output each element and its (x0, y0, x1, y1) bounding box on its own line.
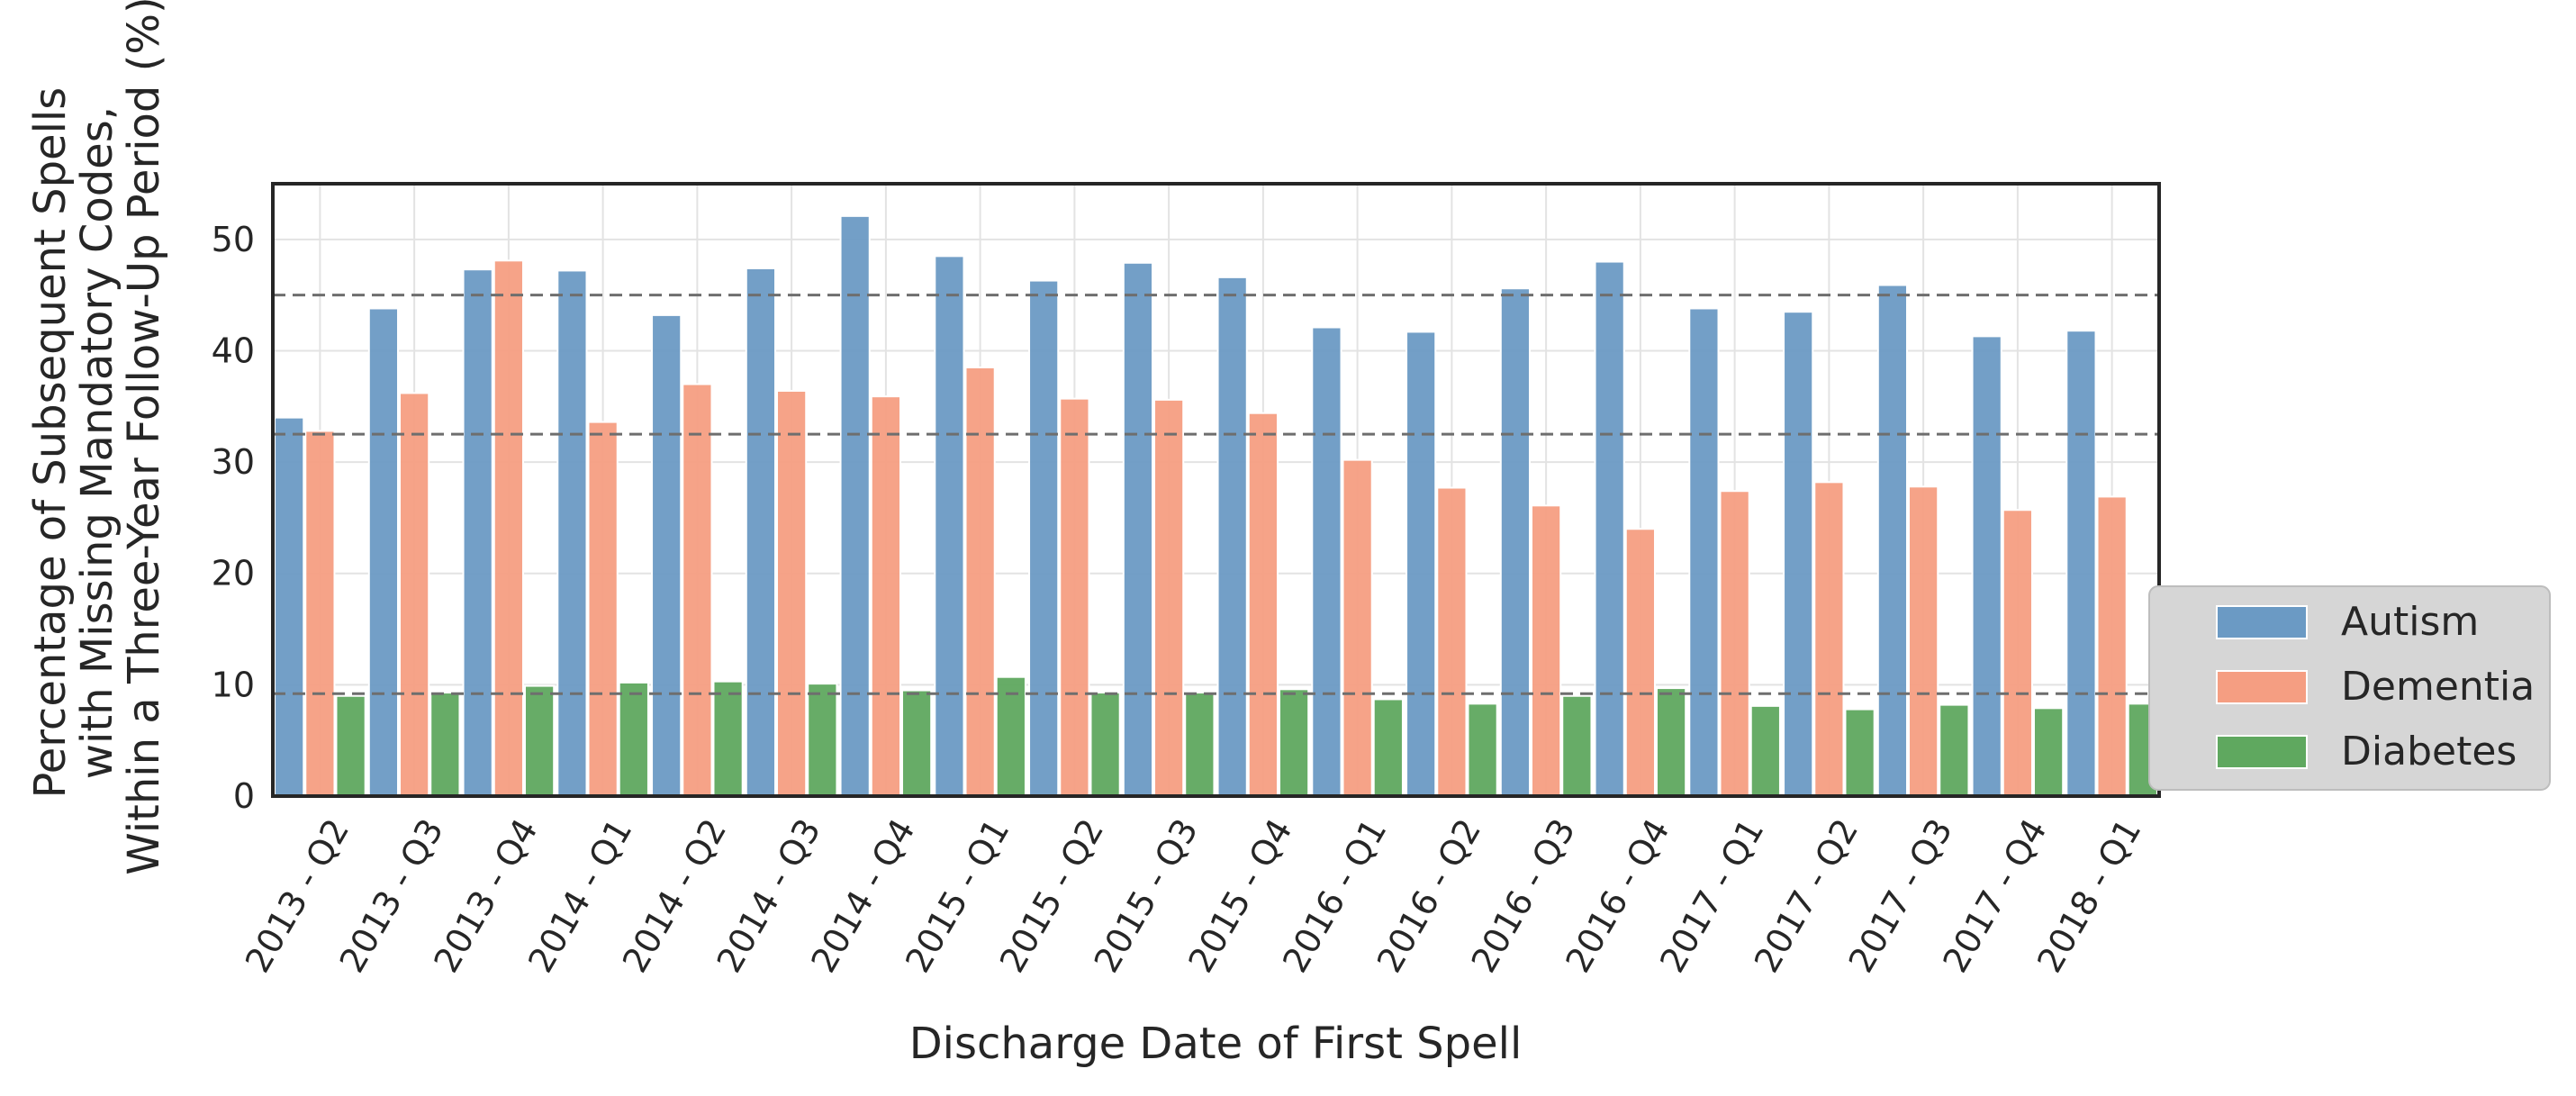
bar-autism-17 (1876, 284, 1909, 797)
bar-dementia-18 (2002, 509, 2033, 797)
bar-diabetes-0 (335, 694, 366, 798)
bar-autism-18 (1971, 335, 2002, 797)
plot-background (273, 184, 2159, 796)
bar-dementia-1 (399, 392, 430, 797)
bar-dementia-7 (964, 367, 996, 797)
bar-diabetes-2 (523, 684, 556, 797)
bar-dementia-10 (1247, 412, 1279, 797)
y-axis-title-line-2: with Missing Mandatory Codes, (72, 106, 122, 779)
bar-diabetes-18 (2032, 707, 2065, 797)
bar-autism-1 (367, 307, 400, 797)
bar-autism-3 (556, 269, 588, 798)
bar-diabetes-5 (807, 683, 838, 797)
bar-autism-6 (839, 214, 871, 797)
y-tick-label-3: 30 (212, 442, 255, 482)
y-axis-title-line-1: Percentage of Subsequent Spells (25, 87, 76, 799)
bar-diabetes-4 (712, 680, 744, 797)
bar-autism-5 (745, 267, 777, 797)
series-diabetes (335, 675, 2158, 798)
y-tick-label-0: 0 (233, 776, 255, 816)
series-autism (274, 214, 2097, 798)
bar-diabetes-10 (1278, 688, 1310, 797)
bar-autism-10 (1216, 276, 1248, 797)
legend-label-dementia: Dementia (2341, 664, 2535, 710)
y-tick-label-1: 10 (212, 665, 255, 704)
legend-swatch-dementia (2216, 670, 2308, 704)
bar-diabetes-14 (1655, 687, 1687, 798)
bar-dementia-16 (1813, 481, 1845, 797)
bar-autism-15 (1688, 307, 1720, 797)
bar-dementia-0 (304, 430, 336, 797)
bar-dementia-4 (682, 383, 713, 797)
bar-autism-0 (274, 416, 305, 797)
bar-dementia-5 (776, 389, 808, 797)
legend: Autism Dementia Diabetes (2148, 585, 2551, 791)
y-axis-title-line-3: Within a Three-Year Follow-Up Period (%) (119, 0, 169, 875)
bar-diabetes-9 (1184, 692, 1216, 798)
bar-diabetes-8 (1089, 692, 1121, 798)
bar-dementia-19 (2096, 495, 2128, 797)
bar-dementia-3 (587, 421, 619, 797)
bar-autism-2 (462, 268, 493, 797)
bar-autism-16 (1783, 311, 1814, 797)
bar-autism-13 (1499, 287, 1532, 797)
y-tick-label-2: 20 (212, 554, 255, 593)
bar-dementia-14 (1624, 528, 1656, 797)
bar-dementia-9 (1153, 398, 1185, 797)
y-tick-label-5: 50 (212, 220, 255, 259)
bar-diabetes-7 (995, 675, 1026, 798)
bar-dementia-13 (1531, 504, 1562, 797)
plot-frame (271, 182, 2161, 798)
bar-diabetes-17 (1939, 703, 1970, 797)
bar-diabetes-12 (1467, 702, 1498, 798)
bar-dementia-15 (1719, 490, 1750, 798)
bar-diabetes-3 (618, 681, 649, 798)
bar-dementia-17 (1908, 485, 1939, 797)
reference-lines (273, 294, 2159, 695)
bar-dementia-2 (493, 259, 524, 797)
bars (274, 214, 2158, 798)
bar-autism-4 (651, 313, 682, 797)
y-tick-labels: 0 10 20 30 40 50 (212, 220, 255, 816)
bar-diabetes-11 (1372, 698, 1404, 797)
legend-label-autism: Autism (2341, 599, 2479, 645)
bar-autism-14 (1594, 260, 1625, 797)
bar-diabetes-13 (1561, 694, 1593, 798)
bar-dementia-11 (1342, 458, 1373, 797)
legend-swatch-diabetes (2216, 735, 2308, 769)
bar-diabetes-1 (429, 692, 461, 798)
x-axis-title: Discharge Date of First Spell (909, 1019, 1523, 1069)
bar-dementia-12 (1436, 486, 1468, 797)
bar-diabetes-16 (1844, 708, 1876, 798)
bar-autism-19 (2065, 330, 2097, 797)
bar-autism-9 (1122, 261, 1154, 798)
bar-dementia-6 (870, 395, 901, 797)
bar-dementia-8 (1059, 397, 1090, 797)
bar-autism-11 (1311, 326, 1342, 797)
bar-autism-12 (1406, 331, 1437, 798)
bar-diabetes-6 (900, 689, 933, 798)
bar-autism-7 (934, 255, 965, 797)
legend-label-diabetes: Diabetes (2341, 729, 2517, 774)
series-dementia (304, 259, 2128, 798)
y-axis-title: Percentage of Subsequent Spells with Mis… (25, 0, 169, 875)
y-tick-label-4: 40 (212, 331, 255, 370)
bar-autism-8 (1028, 279, 1060, 797)
bar-diabetes-15 (1749, 704, 1781, 798)
legend-swatch-autism (2216, 605, 2308, 639)
